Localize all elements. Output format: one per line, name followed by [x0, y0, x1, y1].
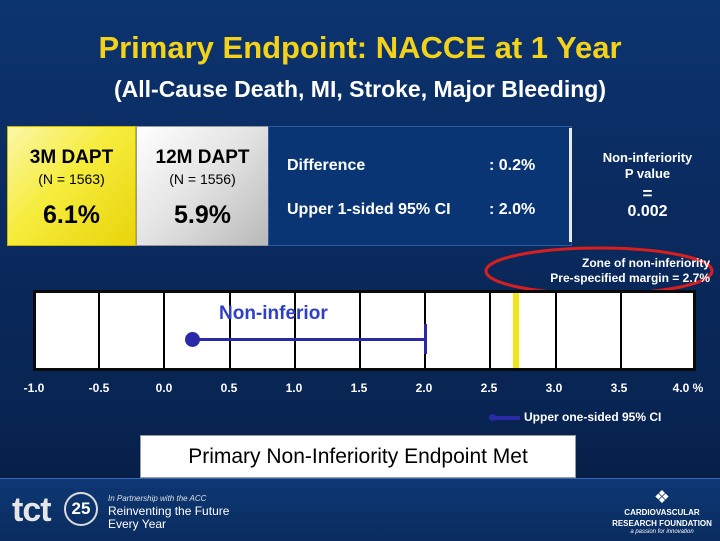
upper-ci-value: : 2.0% — [489, 201, 536, 218]
tick-label: 1.0 — [285, 381, 303, 395]
slide-subtitle: (All-Cause Death, MI, Stroke, Major Blee… — [113, 76, 607, 102]
gridline — [555, 293, 557, 368]
upper-ci-cap — [424, 324, 427, 354]
point-estimate-dot — [185, 332, 200, 347]
difference-label: Difference — [287, 157, 366, 174]
tick-label: 0.0 — [155, 381, 173, 395]
gridline — [163, 293, 165, 368]
gridline — [489, 293, 491, 368]
divider — [569, 128, 572, 242]
ni-line2: P value — [624, 166, 671, 181]
arm-3m-label: 3M DAPT — [29, 147, 114, 168]
gridline — [294, 293, 296, 368]
difference-value: : 0.2% — [489, 157, 536, 174]
arm-12m-label: 12M DAPT — [155, 147, 250, 168]
zone-line2: Pre-specified margin = 2.7% — [550, 271, 710, 285]
noninferiority-margin-line — [513, 293, 519, 368]
gridline — [620, 293, 622, 368]
tick-label: 2.0 — [415, 381, 433, 395]
tagline-line1: Reinventing the Future — [108, 504, 230, 518]
tct-logo: tct — [12, 491, 52, 529]
crf-line1: CARDIOVASCULAR — [624, 508, 700, 517]
arm-12m-value: 5.9% — [174, 201, 231, 229]
stats-panel: Difference : 0.2% Upper 1-sided 95% CI :… — [268, 126, 572, 246]
zone-of-noninferiority-label: Zone of non-inferiority Pre-specified ma… — [480, 256, 710, 286]
gridline — [98, 293, 100, 368]
tick-label: -1.0 — [23, 381, 45, 395]
tick-label: 0.5 — [220, 381, 238, 395]
tct-25-badge: 25 — [64, 492, 98, 526]
ni-equals: = — [642, 184, 653, 203]
crf-line3: a passion for innovation — [630, 529, 694, 535]
arm-3m-n: (N = 1563) — [38, 171, 105, 187]
gridline — [359, 293, 361, 368]
slide-title: Primary Endpoint: NACCE at 1 Year — [98, 30, 622, 65]
ni-line1: Non-inferiority — [602, 150, 693, 165]
legend: Upper one-sided 95% CI — [489, 410, 662, 424]
tagline: Reinventing the Future Every Year — [108, 505, 229, 531]
upper-ci-label: Upper 1-sided 95% CI — [287, 201, 451, 218]
zone-line1: Zone of non-inferiority — [582, 256, 710, 270]
arm-3m-value: 6.1% — [43, 201, 100, 229]
legend-label: Upper one-sided 95% CI — [524, 410, 662, 424]
gridline — [229, 293, 231, 368]
tick-label: 3.0 — [545, 381, 563, 395]
non-inferior-label: Non-inferior — [219, 303, 328, 324]
crf-swirl-icon: ❖ — [653, 487, 671, 507]
tick-label: 4.0 % — [672, 381, 704, 395]
ci-bar — [192, 338, 426, 341]
footer-bar — [0, 478, 720, 541]
tick-label: -0.5 — [88, 381, 110, 395]
tagline-line2: Every Year — [108, 517, 167, 531]
crf-logo: ❖ CARDIOVASCULAR RESEARCH FOUNDATION a p… — [612, 488, 712, 536]
tick-label: 1.5 — [350, 381, 368, 395]
tick-label: 2.5 — [480, 381, 498, 395]
tick-label: 3.5 — [610, 381, 628, 395]
noninferiority-pvalue: Non-inferiority P value = 0.002 — [580, 150, 715, 220]
ni-p-value: 0.002 — [627, 203, 668, 220]
crf-line2: RESEARCH FOUNDATION — [612, 519, 712, 528]
conclusion-box: Primary Non-Inferiority Endpoint Met — [140, 435, 576, 478]
arm-3m-dapt-box: 3M DAPT (N = 1563) 6.1% — [7, 126, 136, 246]
partner-text: In Partnership with the ACC — [108, 494, 207, 503]
arm-12m-n: (N = 1556) — [169, 171, 236, 187]
arm-12m-dapt-box: 12M DAPT (N = 1556) 5.9% — [136, 126, 269, 246]
legend-bar-icon — [492, 415, 520, 420]
legend-dot-icon — [489, 414, 496, 422]
scale-panel — [33, 290, 696, 371]
